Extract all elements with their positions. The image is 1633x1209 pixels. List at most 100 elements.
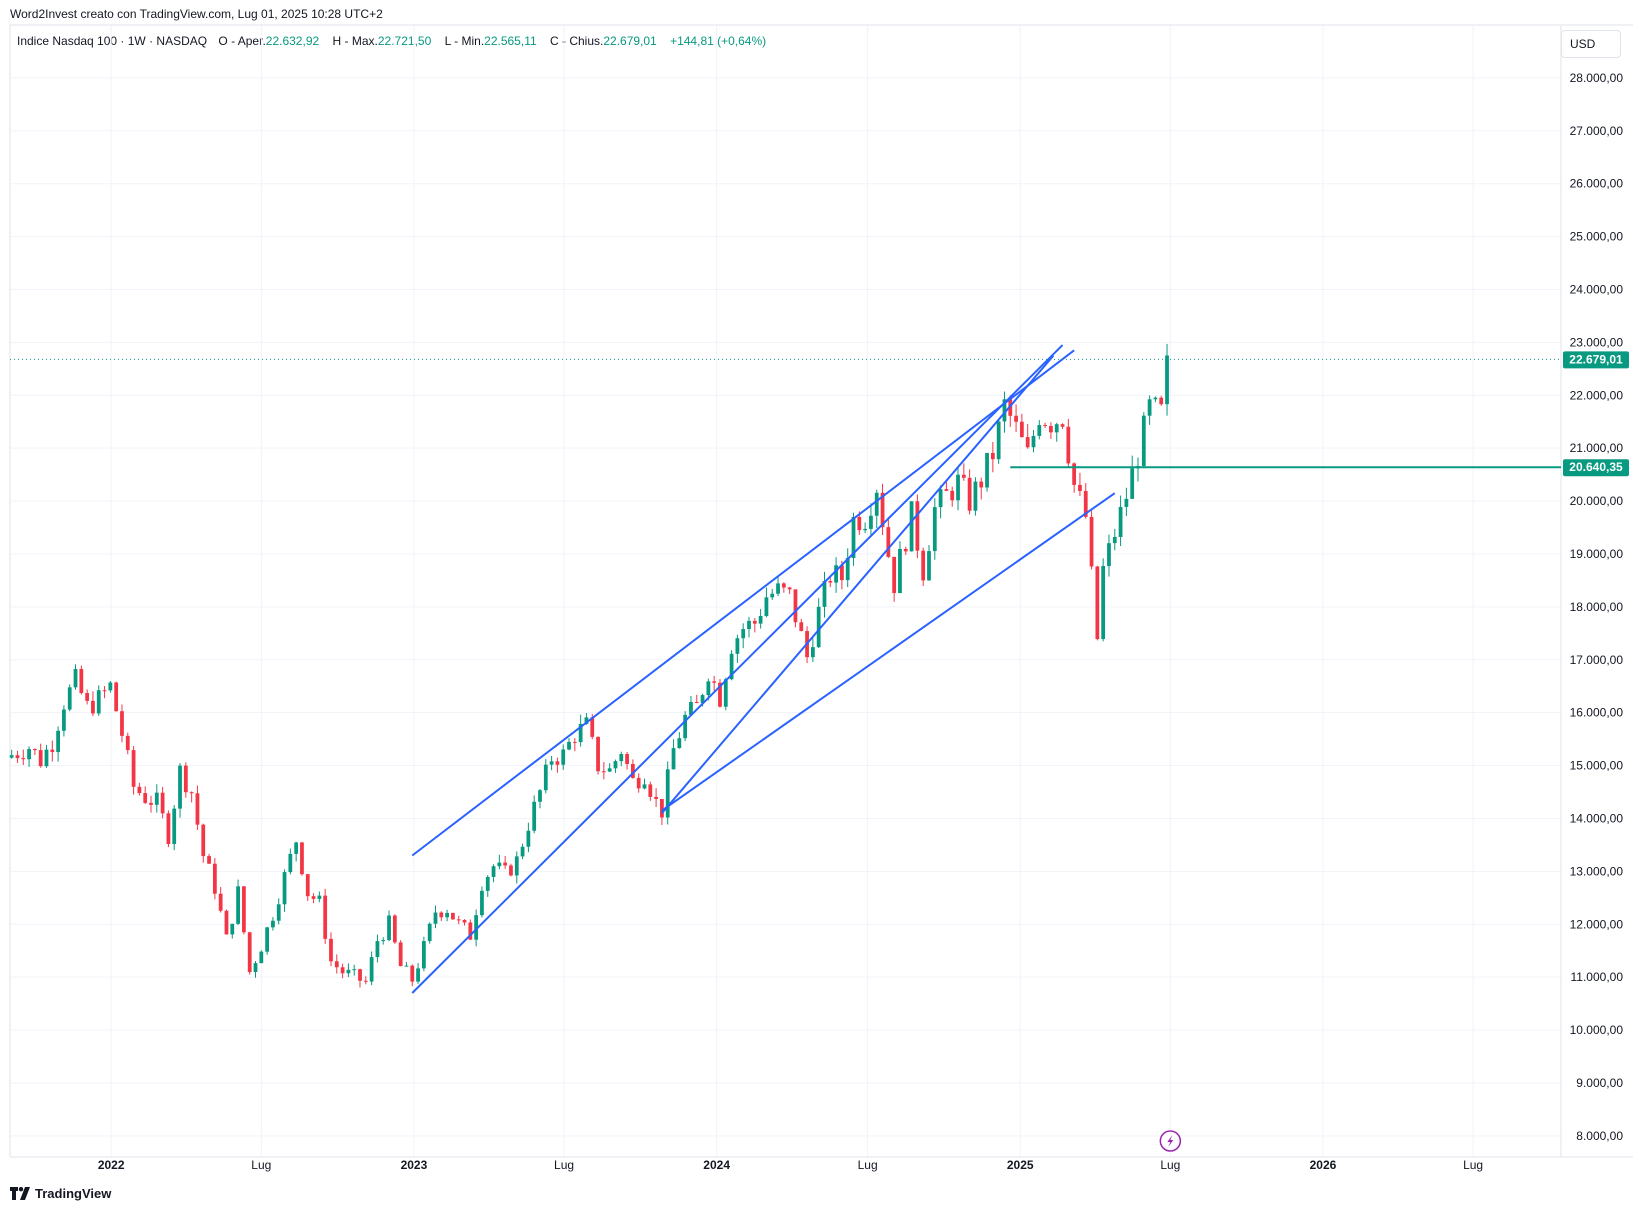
candle-body (648, 784, 653, 797)
candle-body (27, 749, 31, 760)
candle-body (863, 528, 868, 531)
candle-body (1107, 543, 1111, 567)
candle-body (404, 965, 409, 967)
candle-body (317, 895, 322, 899)
candle-body (166, 813, 171, 844)
candle-body (143, 793, 148, 803)
candle-body (1037, 425, 1042, 436)
candle-body (915, 501, 920, 551)
candle-body (288, 853, 293, 873)
candle-body (543, 764, 548, 791)
candle-body (1141, 415, 1146, 466)
candle-body (38, 750, 43, 767)
candle-body (816, 606, 821, 648)
candle-body (572, 741, 577, 743)
candle-body (497, 862, 502, 867)
candle-body (271, 920, 275, 928)
y-tick-label: 16.000,00 (1570, 706, 1624, 720)
x-tick-label: Lug (1463, 1158, 1483, 1172)
trendline (661, 492, 1116, 812)
candle-body (358, 969, 362, 981)
candle-body (410, 965, 415, 982)
candle-body (874, 492, 879, 516)
candle-body (596, 736, 600, 772)
candle-body (114, 682, 119, 712)
tradingview-logo-icon (10, 1187, 30, 1200)
candle-body (1078, 484, 1082, 491)
candle-body (961, 474, 966, 478)
candle-body (172, 808, 177, 844)
candle-body (950, 490, 955, 501)
candle-body (898, 548, 902, 594)
candle-body (67, 687, 72, 710)
candle-body (253, 963, 258, 973)
candle-body (764, 597, 769, 617)
candle-body (259, 951, 264, 964)
candle-body (189, 792, 194, 794)
candle-body (758, 616, 763, 624)
candle-body (154, 792, 159, 805)
candle-body (85, 693, 90, 701)
candle-body (932, 507, 937, 552)
candle-body (660, 798, 664, 818)
candle-body (32, 749, 37, 751)
candle-body (329, 938, 333, 962)
candle-body (352, 969, 357, 971)
candle-body (1054, 424, 1059, 433)
candle-body (387, 915, 391, 941)
y-tick-label: 8.000,00 (1576, 1129, 1623, 1143)
y-tick-label: 18.000,00 (1570, 600, 1624, 614)
candle-body (108, 682, 113, 691)
candle-body (56, 730, 60, 753)
candle-body (474, 915, 479, 940)
candle-body (15, 755, 20, 759)
currency-button[interactable]: USD (1561, 30, 1621, 58)
candle-body (294, 842, 299, 854)
candle-body (509, 865, 513, 876)
candle-body (44, 749, 49, 767)
candle-body (938, 489, 943, 508)
candle-body (561, 749, 566, 765)
candle-body (851, 516, 856, 559)
candle-body (729, 653, 734, 680)
candle-body (1031, 435, 1036, 448)
candle-body (979, 481, 984, 488)
candle-body (1066, 426, 1071, 464)
candle-body (828, 581, 833, 583)
candle-body (73, 668, 78, 688)
candle-body (125, 735, 130, 751)
candle-body (375, 941, 380, 958)
candle-body (398, 942, 403, 967)
candle-body (967, 477, 972, 511)
y-tick-label: 22.000,00 (1570, 388, 1624, 402)
candle-body (1095, 566, 1100, 640)
y-tick-label: 21.000,00 (1570, 441, 1624, 455)
candle-body (276, 904, 281, 921)
last-price-label: 22.679,01 (1569, 352, 1623, 366)
candle-body (921, 550, 926, 581)
legend-symbol[interactable]: Indice Nasdaq 100 · 1W · NASDAQ (17, 34, 208, 48)
candle-body (1101, 566, 1106, 640)
candle-body (462, 919, 467, 923)
candle-body (102, 690, 107, 692)
x-tick-label: Lug (1160, 1158, 1180, 1172)
candle-body (392, 915, 397, 943)
candle-body (1002, 399, 1007, 422)
candle-body (96, 690, 101, 714)
candle-body (520, 846, 525, 857)
candle-body (869, 515, 873, 529)
y-tick-label: 15.000,00 (1570, 759, 1624, 773)
candle-body (485, 876, 490, 891)
legend-high-label: H - Max. (332, 34, 378, 48)
candle-body (62, 709, 66, 731)
candle-body (91, 700, 95, 714)
x-tick-label: 2025 (1007, 1158, 1034, 1172)
candle-body (956, 474, 960, 501)
candle-body (137, 786, 142, 794)
tradingview-brand[interactable]: TradingView (10, 1186, 111, 1201)
x-tick-label: Lug (251, 1158, 271, 1172)
candle-body (770, 593, 775, 598)
candle-body (120, 711, 124, 736)
candle-body (683, 714, 688, 739)
